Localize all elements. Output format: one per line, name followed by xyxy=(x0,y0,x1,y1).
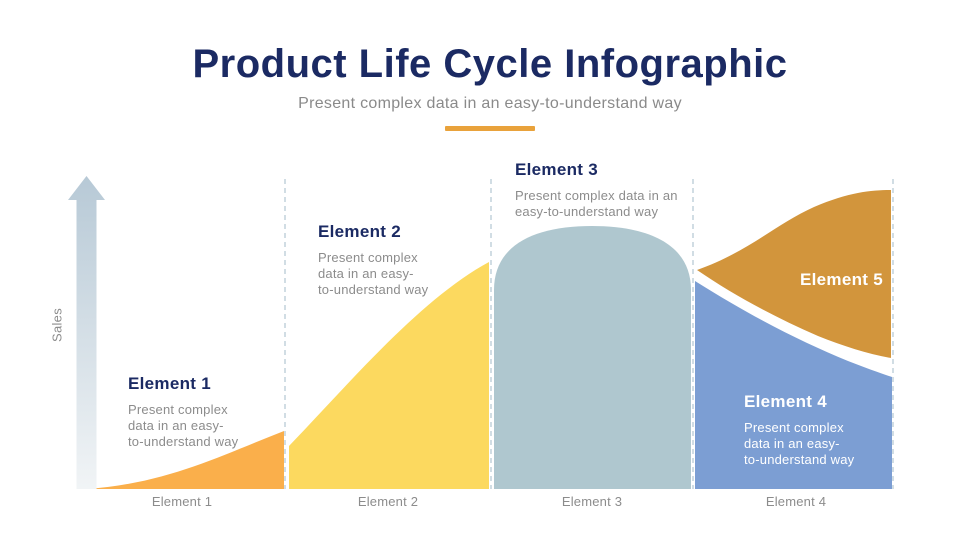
phase3-description: Present complex data in an easy-to-unders… xyxy=(515,188,678,219)
phase1-area xyxy=(88,431,284,489)
phase4-description: Present complex data in an easy-to-unders… xyxy=(744,420,855,467)
phase1-description: Present complex data in an easy-to-unders… xyxy=(128,402,239,449)
phase4-area xyxy=(695,281,892,489)
phase2-label: Element 2 xyxy=(318,222,402,241)
phase5-area xyxy=(697,190,891,358)
x-axis-label-2: Element 2 xyxy=(357,494,419,509)
phase5-label: Element 5 xyxy=(800,270,884,289)
y-axis-arrow-icon xyxy=(68,176,105,489)
phase3-area xyxy=(494,226,691,489)
phase2-description: Present complex data in an easy-to-unders… xyxy=(318,250,429,297)
accent-underline-bar xyxy=(445,126,535,131)
page-subtitle: Present complex data in an easy-to-under… xyxy=(298,95,682,112)
x-axis-label-3: Element 3 xyxy=(561,494,623,509)
page-title: Product Life Cycle Infographic xyxy=(192,42,788,86)
phase2-area xyxy=(289,262,489,489)
phase1-label: Element 1 xyxy=(128,374,212,393)
phase4-label: Element 4 xyxy=(744,392,828,411)
phase3-label: Element 3 xyxy=(515,160,599,179)
x-axis-label-4: Element 4 xyxy=(765,494,827,509)
y-axis-label: Sales xyxy=(49,307,65,343)
x-axis-label-1: Element 1 xyxy=(151,494,213,509)
